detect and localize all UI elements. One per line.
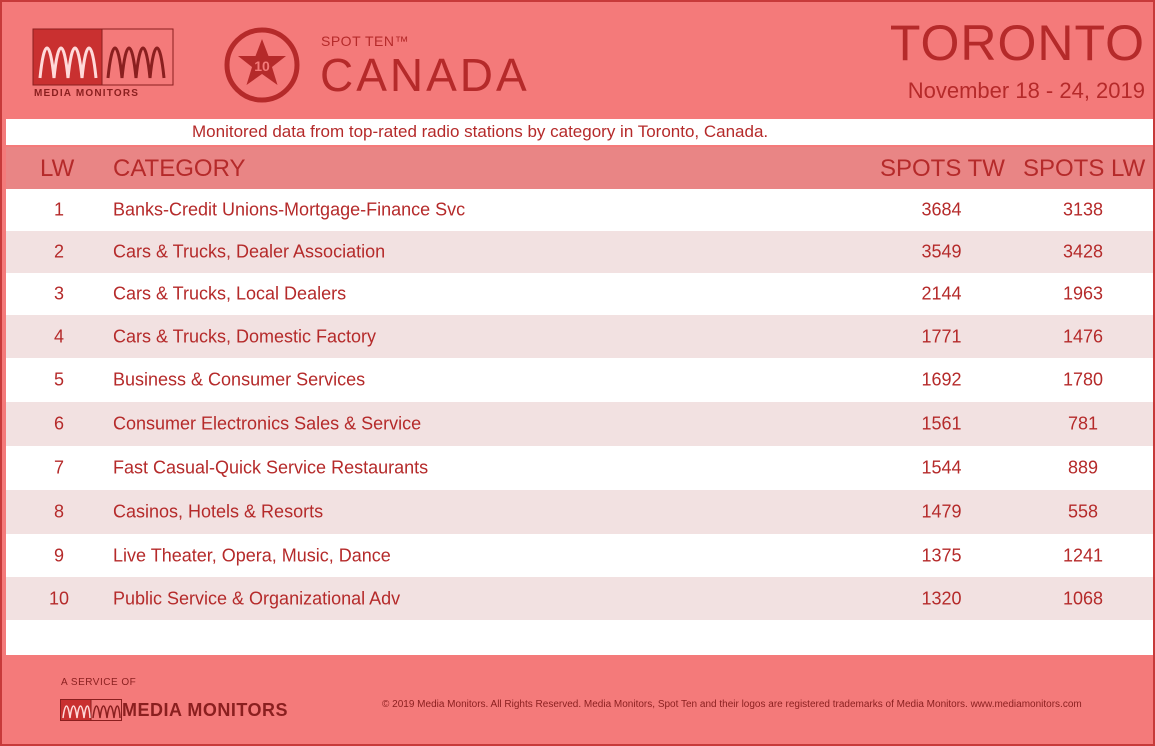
row-spots-lw: 1476: [1062, 326, 1104, 346]
row-category: Banks-Credit Unions-Mortgage-Finance Svc: [113, 199, 466, 220]
column-header-spots-lw: SPOTS LW: [1023, 155, 1146, 182]
row-spots-tw: 1320: [921, 588, 962, 608]
country-title: CANADA: [320, 49, 530, 101]
row-rank: 10: [48, 588, 70, 608]
table-row: 2 Cars & Trucks, Dealer Association 3549…: [6, 231, 1153, 273]
brand-label: MEDIA MONITORS: [34, 88, 140, 99]
row-rank: 8: [53, 501, 64, 522]
row-spots-lw: 889: [1067, 457, 1099, 478]
table-row: 3 Cars & Trucks, Local Dealers 2144 1963: [6, 273, 1153, 315]
row-rank: 3: [53, 283, 64, 304]
subtitle-bar: Monitored data from top-rated radio stat…: [6, 119, 1153, 145]
footer: A SERVICE OF MEDIA MONITORS © 2019 Media…: [6, 657, 1153, 744]
row-spots-lw: 3428: [1062, 241, 1104, 262]
row-spots-lw: 1963: [1062, 283, 1104, 304]
row-category: Fast Casual-Quick Service Restaurants: [113, 457, 429, 478]
row-spots-lw: 1241: [1062, 545, 1104, 565]
row-rank: 7: [53, 457, 64, 478]
row-spots-tw: 1544: [921, 457, 962, 478]
star-number: 10: [254, 58, 270, 74]
footer-brand: MEDIA MONITORS: [122, 700, 289, 720]
table-row: 1 Banks-Credit Unions-Mortgage-Finance S…: [6, 189, 1153, 231]
table-row: 10 Public Service & Organizational Adv 1…: [6, 577, 1153, 620]
row-rank: 1: [53, 199, 64, 220]
row-category: Live Theater, Opera, Music, Dance: [113, 545, 391, 565]
table-row: 8 Casinos, Hotels & Resorts 1479 558: [6, 490, 1153, 534]
row-category: Cars & Trucks, Domestic Factory: [113, 326, 377, 346]
row-spots-tw: 3684: [921, 199, 962, 220]
row-spots-tw: 1479: [921, 501, 962, 522]
row-spots-tw: 1375: [921, 545, 962, 565]
copyright-text: © 2019 Media Monitors. All Rights Reserv…: [382, 699, 1082, 710]
row-category: Cars & Trucks, Dealer Association: [113, 241, 386, 262]
row-category: Business & Consumer Services: [113, 369, 366, 390]
column-header-category: CATEGORY: [113, 155, 246, 182]
row-spots-tw: 1561: [921, 413, 962, 434]
subtitle: Monitored data from top-rated radio stat…: [192, 122, 769, 141]
media-monitors-footer-logo-icon: [60, 699, 122, 721]
row-spots-lw: 781: [1067, 413, 1099, 434]
table-row: 6 Consumer Electronics Sales & Service 1…: [6, 402, 1153, 446]
media-monitors-logo-icon: [32, 28, 174, 86]
row-spots-tw: 1692: [921, 369, 962, 390]
column-header-spots-tw: SPOTS TW: [880, 155, 1005, 182]
row-rank: 5: [53, 369, 64, 390]
row-category: Cars & Trucks, Local Dealers: [113, 283, 347, 304]
table-header: LW CATEGORY SPOTS TW SPOTS LW: [6, 147, 1153, 189]
row-spots-tw: 3549: [921, 241, 962, 262]
table-row: 9 Live Theater, Opera, Music, Dance 1375…: [6, 534, 1153, 577]
row-category: Consumer Electronics Sales & Service: [113, 413, 422, 434]
city-title: TORONTO: [889, 15, 1145, 71]
row-spots-lw: 1780: [1062, 369, 1104, 390]
table-row: 7 Fast Casual-Quick Service Restaurants …: [6, 446, 1153, 490]
row-spots-tw: 2144: [921, 283, 962, 304]
spot-ten-star-icon: 10: [224, 27, 300, 103]
row-rank: 4: [53, 326, 64, 346]
table-body: 1 Banks-Credit Unions-Mortgage-Finance S…: [6, 189, 1153, 655]
row-rank: 2: [53, 241, 64, 262]
row-category: Casinos, Hotels & Resorts: [113, 501, 324, 522]
row-spots-lw: 1068: [1062, 588, 1104, 608]
spot-ten-label: SPOT TEN™: [321, 33, 410, 49]
service-of-label: A SERVICE OF: [61, 677, 137, 688]
row-spots-lw: 3138: [1062, 199, 1104, 220]
table-row: 4 Cars & Trucks, Domestic Factory 1771 1…: [6, 315, 1153, 358]
row-category: Public Service & Organizational Adv: [113, 588, 401, 608]
row-spots-tw: 1771: [921, 326, 962, 346]
row-rank: 9: [53, 545, 64, 565]
date-range: November 18 - 24, 2019: [907, 78, 1145, 103]
column-header-lw: LW: [40, 155, 75, 182]
table-row: 5 Business & Consumer Services 1692 1780: [6, 358, 1153, 402]
row-rank: 6: [53, 413, 64, 434]
header: MEDIA MONITORS 10 SPOT TEN™ CANADA TORON…: [2, 2, 1153, 118]
row-spots-lw: 558: [1067, 501, 1099, 522]
